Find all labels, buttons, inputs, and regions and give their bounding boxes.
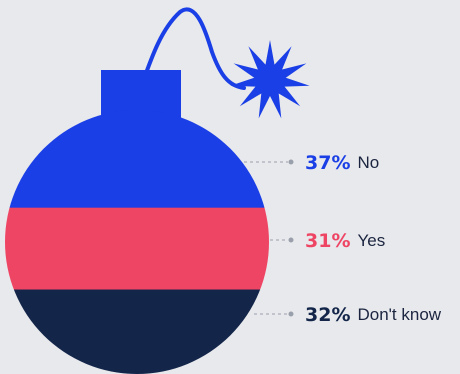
value-label-don-t-know: 32%: [305, 304, 350, 326]
spark-icon: [230, 40, 310, 119]
value-label-yes: 31%: [305, 230, 350, 252]
category-label-yes: Yes: [357, 231, 385, 250]
connector-dot-yes: [288, 237, 294, 243]
category-label-don-t-know: Don't know: [357, 305, 441, 324]
segment-no: [5, 110, 269, 209]
segment-don-t-know: [5, 289, 269, 374]
connector-dot-no: [288, 159, 294, 165]
value-label-no: 37%: [305, 152, 350, 174]
legend: 37% No 31% Yes 32% Don't know: [244, 152, 442, 326]
bomb-body: [5, 110, 269, 374]
fuse: [138, 7, 246, 92]
bomb-cap: [101, 70, 181, 118]
segment-yes: [5, 207, 269, 291]
category-label-no: No: [357, 153, 379, 172]
connector-dot-don-t-know: [288, 311, 294, 317]
